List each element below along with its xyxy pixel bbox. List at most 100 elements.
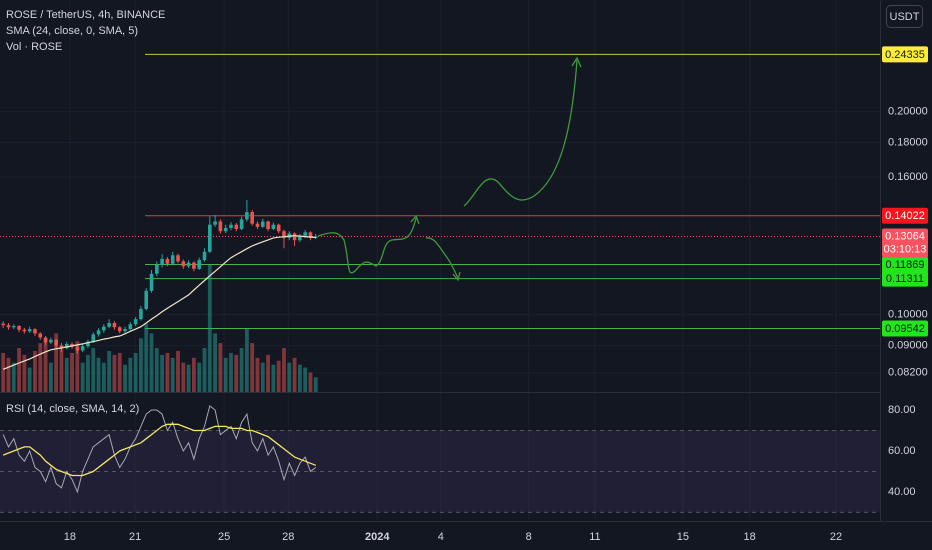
candle-body bbox=[112, 323, 117, 328]
candle-body bbox=[271, 224, 276, 230]
volume-bar bbox=[86, 354, 90, 392]
level-label: 0.11869 bbox=[886, 259, 925, 271]
volume-bar bbox=[38, 343, 43, 392]
candle-body bbox=[308, 232, 313, 238]
x-tick-label: 11 bbox=[589, 531, 600, 543]
candle-body bbox=[96, 330, 101, 335]
candle-body bbox=[266, 221, 270, 230]
candle-body bbox=[282, 231, 286, 238]
candle-body bbox=[54, 339, 58, 346]
volume-bar bbox=[27, 367, 32, 392]
candle-body bbox=[192, 262, 196, 269]
candle-body bbox=[276, 224, 281, 232]
volume-bar bbox=[218, 343, 223, 392]
axes: 18 21 25 28 2024 4 8 11 15 18 22 0.20000 0.18000 0.16… bbox=[64, 46, 928, 543]
candle-body bbox=[128, 324, 133, 330]
candle-body bbox=[170, 255, 175, 264]
volume-bar bbox=[276, 360, 281, 392]
volume-bar bbox=[144, 323, 149, 392]
projection-path bbox=[317, 217, 417, 274]
volume-bar bbox=[117, 352, 122, 392]
candle-body bbox=[102, 326, 106, 331]
y-tick-label: 0.09000 bbox=[888, 339, 928, 351]
x-tick-label: 21 bbox=[129, 531, 141, 543]
arrow-head bbox=[571, 56, 582, 68]
candle-body bbox=[49, 339, 53, 343]
candle-body bbox=[202, 251, 207, 261]
candle-body bbox=[197, 260, 202, 269]
level-label: 0.11311 bbox=[886, 273, 924, 285]
currency-label[interactable]: USDT bbox=[890, 11, 920, 23]
x-tick-label: 2024 bbox=[365, 531, 390, 543]
volume-bar bbox=[59, 345, 64, 392]
volume-bar bbox=[303, 367, 308, 392]
candle-body bbox=[223, 227, 228, 232]
volume-bar bbox=[149, 333, 154, 392]
candle-body bbox=[250, 212, 254, 224]
candle-body bbox=[213, 221, 217, 225]
volume-bar bbox=[213, 333, 217, 392]
x-tick-label: 4 bbox=[438, 531, 444, 543]
volume-bar bbox=[139, 338, 143, 392]
candle-body bbox=[80, 346, 85, 351]
volume-bar bbox=[234, 354, 239, 392]
volume-bar bbox=[1, 352, 6, 392]
candle-body bbox=[38, 333, 43, 338]
chart-title: ROSE / TetherUS, 4h, BINANCE bbox=[6, 9, 165, 21]
y-tick-label: 0.08200 bbox=[888, 367, 928, 379]
projection-path bbox=[425, 237, 459, 279]
price-levels bbox=[0, 53, 880, 329]
projection-drawings bbox=[317, 56, 582, 282]
rsi-sma-line bbox=[2, 423, 317, 477]
volume-bar bbox=[91, 348, 96, 392]
candle-body bbox=[6, 325, 11, 328]
x-tick-label: 15 bbox=[677, 531, 689, 543]
y-tick-label: 0.10000 bbox=[888, 309, 928, 321]
x-tick-label: 8 bbox=[526, 531, 532, 543]
candles bbox=[1, 199, 318, 370]
volume-bar bbox=[70, 352, 74, 392]
volume-bar bbox=[22, 354, 27, 392]
candle-body bbox=[17, 326, 21, 330]
candle-body bbox=[64, 343, 69, 349]
x-tick-label: 18 bbox=[64, 531, 76, 543]
volume-bar bbox=[197, 362, 202, 392]
volume-bar bbox=[255, 357, 260, 392]
candle-body bbox=[91, 334, 96, 342]
candle-body bbox=[245, 212, 249, 220]
candle-body bbox=[255, 223, 260, 227]
x-tick-label: 18 bbox=[744, 531, 756, 543]
volume-legend: Vol · ROSE bbox=[6, 41, 62, 53]
volume-bar bbox=[48, 362, 53, 392]
volume-bar bbox=[207, 265, 212, 392]
sma-line bbox=[2, 235, 316, 370]
candle-body bbox=[75, 346, 80, 351]
level-label-bg bbox=[882, 320, 928, 337]
candle-body bbox=[133, 319, 138, 325]
candle-body bbox=[107, 323, 111, 327]
candle-body bbox=[27, 329, 32, 332]
volume-bar bbox=[186, 364, 191, 392]
last-price-label: 0.13064 bbox=[885, 230, 925, 242]
volume-bar bbox=[80, 362, 85, 392]
y-tick-label: 0.16000 bbox=[888, 171, 928, 183]
volume-bar bbox=[154, 348, 159, 392]
volume-bar bbox=[75, 341, 80, 392]
currency-button[interactable] bbox=[886, 5, 923, 28]
sma-legend: SMA (24, close, 0, SMA, 5) bbox=[6, 25, 138, 37]
volume-bar bbox=[176, 350, 180, 392]
candle-body bbox=[298, 235, 302, 241]
volume-bar bbox=[128, 357, 133, 392]
volume-bar bbox=[308, 372, 313, 392]
candle-body bbox=[303, 232, 307, 236]
volume-bar bbox=[229, 352, 233, 392]
level-label-bg bbox=[882, 46, 928, 63]
level-label: 0.09542 bbox=[885, 323, 925, 335]
volume-bar bbox=[244, 328, 249, 392]
level-label: 0.14022 bbox=[885, 210, 925, 222]
volume-bar bbox=[271, 364, 276, 392]
volume-bar bbox=[96, 357, 101, 392]
rsi-tick-label: 60.00 bbox=[888, 445, 916, 457]
